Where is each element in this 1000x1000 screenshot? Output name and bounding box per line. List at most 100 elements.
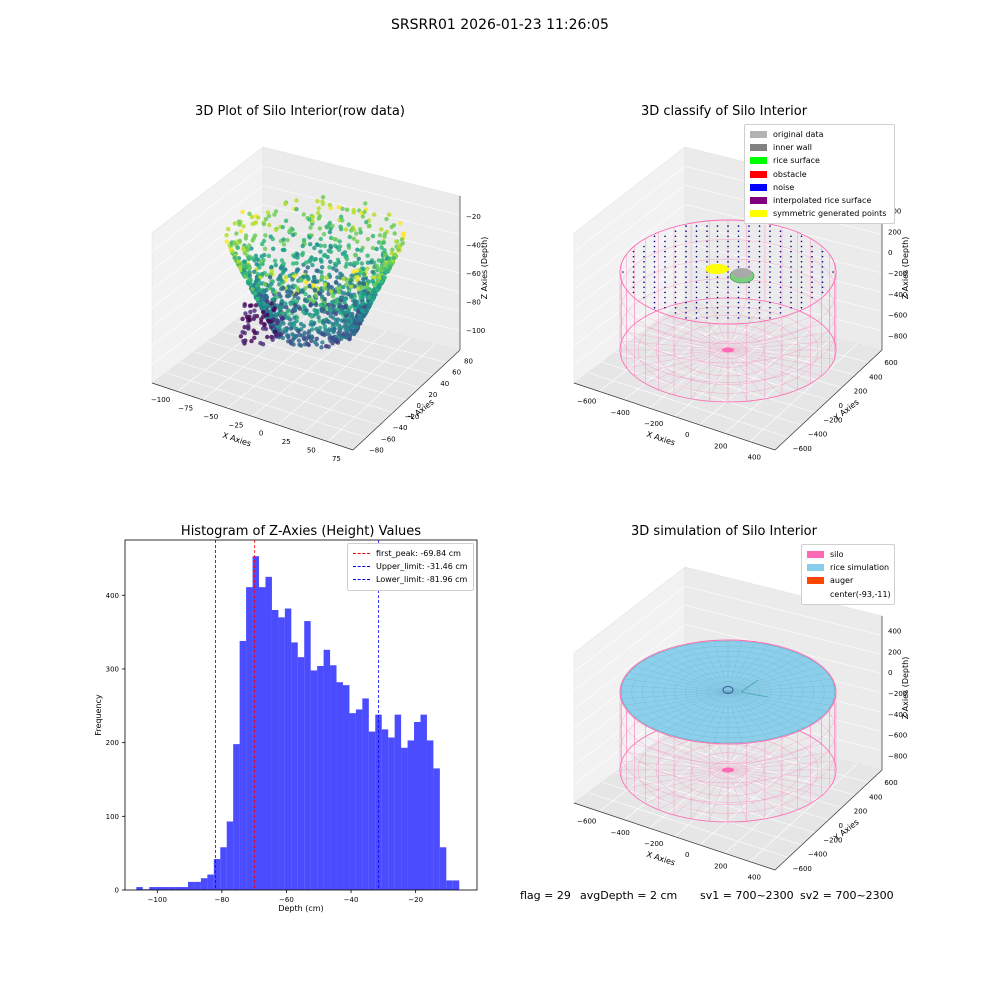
raw-scatter-point <box>346 243 351 248</box>
raw-scatter-point <box>361 266 366 272</box>
raw-scatter-point <box>246 255 251 260</box>
classify-noise-point <box>664 261 666 263</box>
classify-noise-point <box>758 235 761 238</box>
hist-bar <box>252 556 260 890</box>
classify-gridline <box>699 331 809 426</box>
raw-scatter-point <box>339 214 344 219</box>
simulation-rice-mesh-spoke <box>624 691 729 706</box>
simulation-gridline <box>684 585 883 636</box>
classify-noise-point <box>758 312 761 314</box>
simulation-rice-mesh-spoke <box>727 672 827 693</box>
simulation-rice-mesh-spoke <box>727 691 804 729</box>
raw-gridline <box>262 165 461 216</box>
simulation-silo-floor-spoke <box>621 760 729 771</box>
classify-noise-point <box>769 296 771 299</box>
hist-bar <box>317 666 324 890</box>
classify-gridline <box>573 223 686 309</box>
raw-scatter-point <box>249 214 255 220</box>
classify-noise-point <box>790 301 792 304</box>
classify-noise-point <box>748 245 750 248</box>
simulation-rice-mesh-spoke <box>727 651 794 693</box>
classify-noise-point <box>695 255 698 258</box>
classify-noise-point <box>821 255 824 258</box>
raw-ytick-label: 60 <box>452 369 461 377</box>
classify-noise-point <box>685 281 687 284</box>
simulation-silo-floor-spoke <box>634 769 729 797</box>
raw-scatter-point <box>401 231 406 236</box>
classify-noise-point <box>632 266 635 268</box>
classify-noise-point <box>685 286 687 289</box>
simulation-silo-floor-spoke <box>727 769 798 810</box>
classify-noise-point <box>779 255 782 258</box>
raw-scatter-point <box>380 258 385 263</box>
raw-xtick-label: −50 <box>203 413 218 421</box>
simulation-silo-floor-spoke <box>621 769 729 780</box>
classify-silo-floor-spoke <box>727 349 835 360</box>
classify-noise-point <box>716 317 719 319</box>
simulation-gridline <box>749 763 858 862</box>
classify-noise-point <box>769 245 771 248</box>
raw-scatter-point <box>262 246 268 251</box>
raw-scatter-point <box>247 317 253 323</box>
classify-noise-point <box>737 250 740 253</box>
raw-scatter-point <box>265 299 270 304</box>
raw-scatter-point <box>321 320 326 326</box>
classify-noise-point <box>737 317 740 319</box>
raw-ztick-label: −80 <box>466 299 481 307</box>
simulation-auger-marker <box>722 686 734 694</box>
classify-noise-point <box>685 317 687 319</box>
raw-scatter-point <box>285 237 290 243</box>
classify-noise-point <box>821 276 824 278</box>
classify-noise-point <box>758 276 761 278</box>
classify-noise-point <box>790 245 792 248</box>
raw-scatter-point <box>285 333 291 338</box>
classify-noise-point <box>643 261 645 263</box>
raw-scatter-point <box>328 245 333 250</box>
classify-noise-point <box>685 240 687 243</box>
raw-scatter-point <box>335 275 340 280</box>
classify-noise-point <box>685 301 687 304</box>
classify-legend-label: original data <box>773 130 824 140</box>
classify-legend-label: noise <box>773 182 795 192</box>
raw-scatter-point <box>318 243 323 248</box>
classify-noise-point <box>695 271 698 273</box>
hist-bar <box>271 610 279 890</box>
raw-scatter-point <box>344 282 349 287</box>
simulation-silo-floor-spoke <box>727 769 835 780</box>
classify-noise-point <box>706 291 708 294</box>
classify-silo-floor-spoke <box>690 300 729 351</box>
raw-scatter-point <box>352 261 357 266</box>
classify-noise-point <box>695 281 698 284</box>
classify-noise-point <box>674 245 677 248</box>
raw-scatter-point <box>247 243 252 248</box>
classify-legend-swatch <box>750 210 767 218</box>
raw-scatter-point <box>318 236 323 242</box>
raw-scatter-point <box>304 298 309 304</box>
raw-scatter-point <box>345 291 351 297</box>
raw-scatter-point <box>366 224 372 229</box>
raw-scatter-point <box>226 227 231 232</box>
raw-scatter-point <box>241 268 247 273</box>
classify-noise-point <box>664 271 666 273</box>
classify-xtick-label: −400 <box>611 409 630 417</box>
raw-scatter-point <box>230 249 235 254</box>
raw-scatter-point <box>331 329 336 335</box>
simulation-silo-floor-spoke <box>727 743 822 771</box>
raw-scatter-point <box>367 303 372 308</box>
raw-scatter-point <box>349 273 354 278</box>
raw-scatter-point <box>353 329 358 334</box>
raw-scatter-point <box>338 271 343 276</box>
classify-noise-point <box>758 286 761 289</box>
raw-scatter-point <box>277 275 282 280</box>
simulation-ytick-label: 600 <box>884 779 897 787</box>
raw-scatter-point <box>326 344 331 349</box>
classify-noise-point <box>737 225 740 227</box>
raw-scatter-point <box>281 321 286 326</box>
raw-scatter-point <box>358 230 363 235</box>
classify-noise-point <box>716 312 719 314</box>
hist-xtick-label: −100 <box>148 896 167 904</box>
hist-bar <box>310 670 318 890</box>
hist-bar <box>259 587 266 890</box>
classify-gridline <box>724 337 833 434</box>
raw-scatter-point <box>296 338 302 343</box>
